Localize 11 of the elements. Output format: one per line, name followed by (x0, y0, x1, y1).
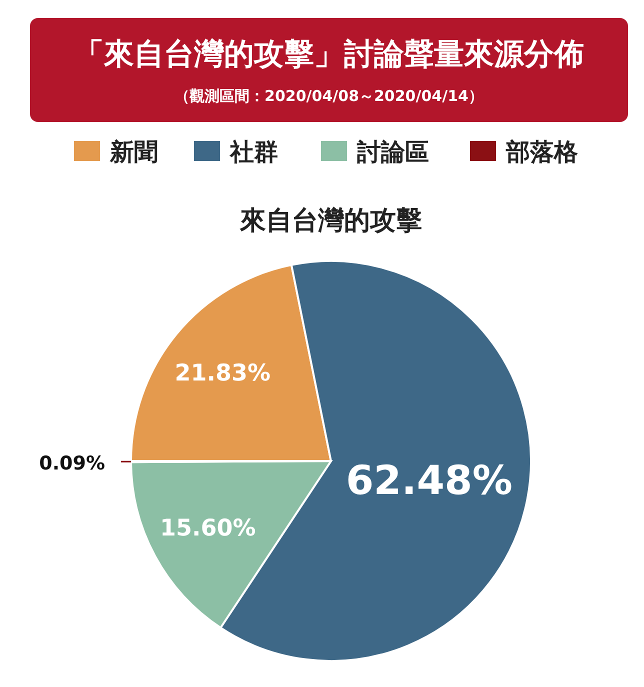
data-label: 21.83% (174, 360, 271, 386)
legend-label: 新聞 (109, 138, 158, 166)
legend-label: 社群 (229, 138, 278, 166)
data-label: 0.09% (39, 452, 105, 475)
text: 來自台灣的攻擊 (239, 206, 422, 236)
chart-title: 「來自台灣的攻擊」討論聲量來源分佈 (74, 37, 584, 72)
data-label: 15.60% (160, 516, 256, 542)
data-label: 62.48% (346, 458, 512, 504)
legend-label: 討論區 (356, 138, 429, 166)
legend-label: 部落格 (505, 138, 579, 166)
chart-subtitle: （觀測區間：2020/04/08～2020/04/14） (174, 87, 484, 105)
